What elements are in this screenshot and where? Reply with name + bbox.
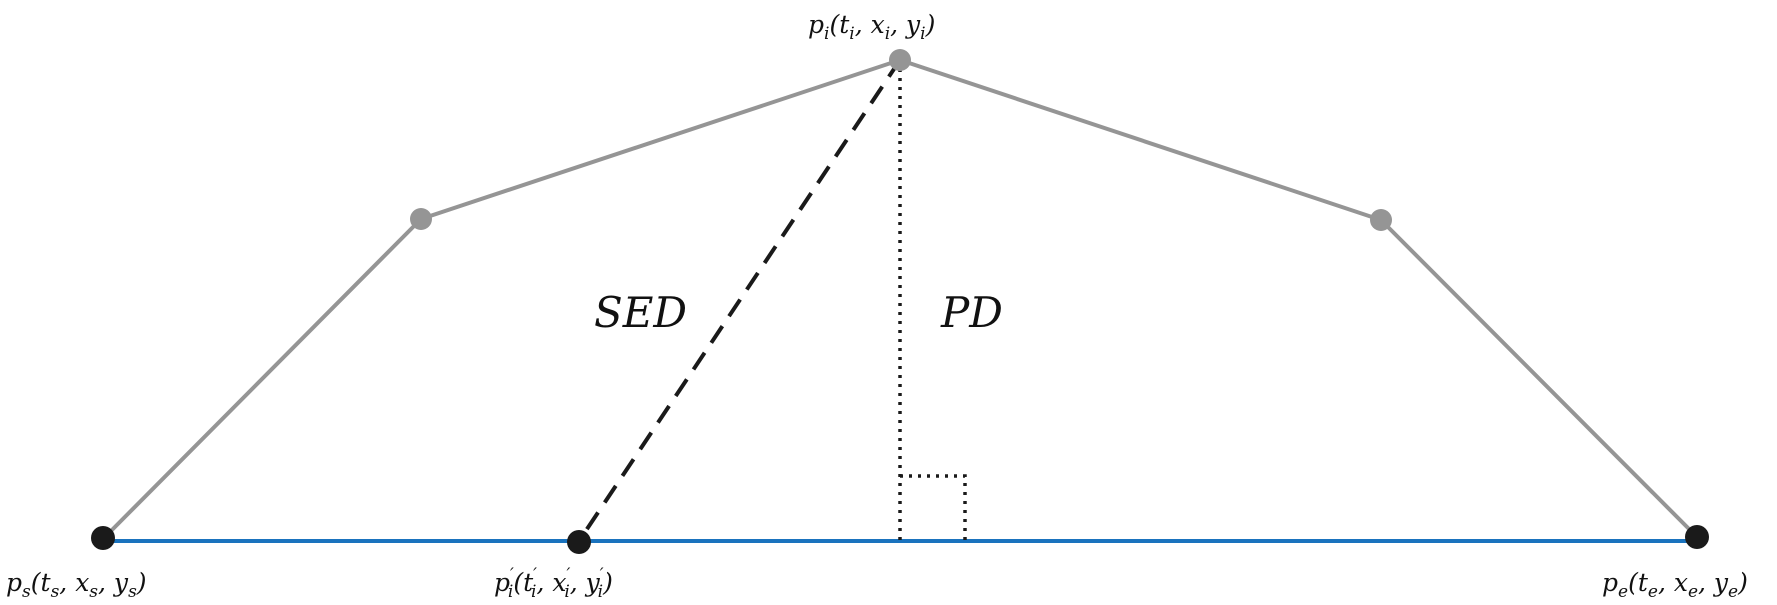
projected-point: [567, 530, 591, 554]
trajectory-point-left: [410, 208, 432, 230]
right-angle-marker: [900, 474, 967, 541]
end-point-label: pe(te, xe, ye): [1602, 568, 1748, 602]
start-point: [91, 526, 115, 550]
pd-label: PD: [940, 288, 1003, 337]
trajectory-point-top: [889, 49, 911, 71]
projected-point-label: p′ i(t′ i, x′ i, y′ i): [494, 565, 613, 602]
intermediate-point-label: pi(ti, xi, yi): [808, 10, 935, 44]
sed-label: SED: [594, 288, 687, 337]
trajectory-point-right: [1370, 209, 1392, 231]
sed-dashed-line: [577, 58, 902, 543]
start-point-label: ps(ts, xs, ys): [6, 568, 147, 602]
end-point: [1685, 525, 1709, 549]
